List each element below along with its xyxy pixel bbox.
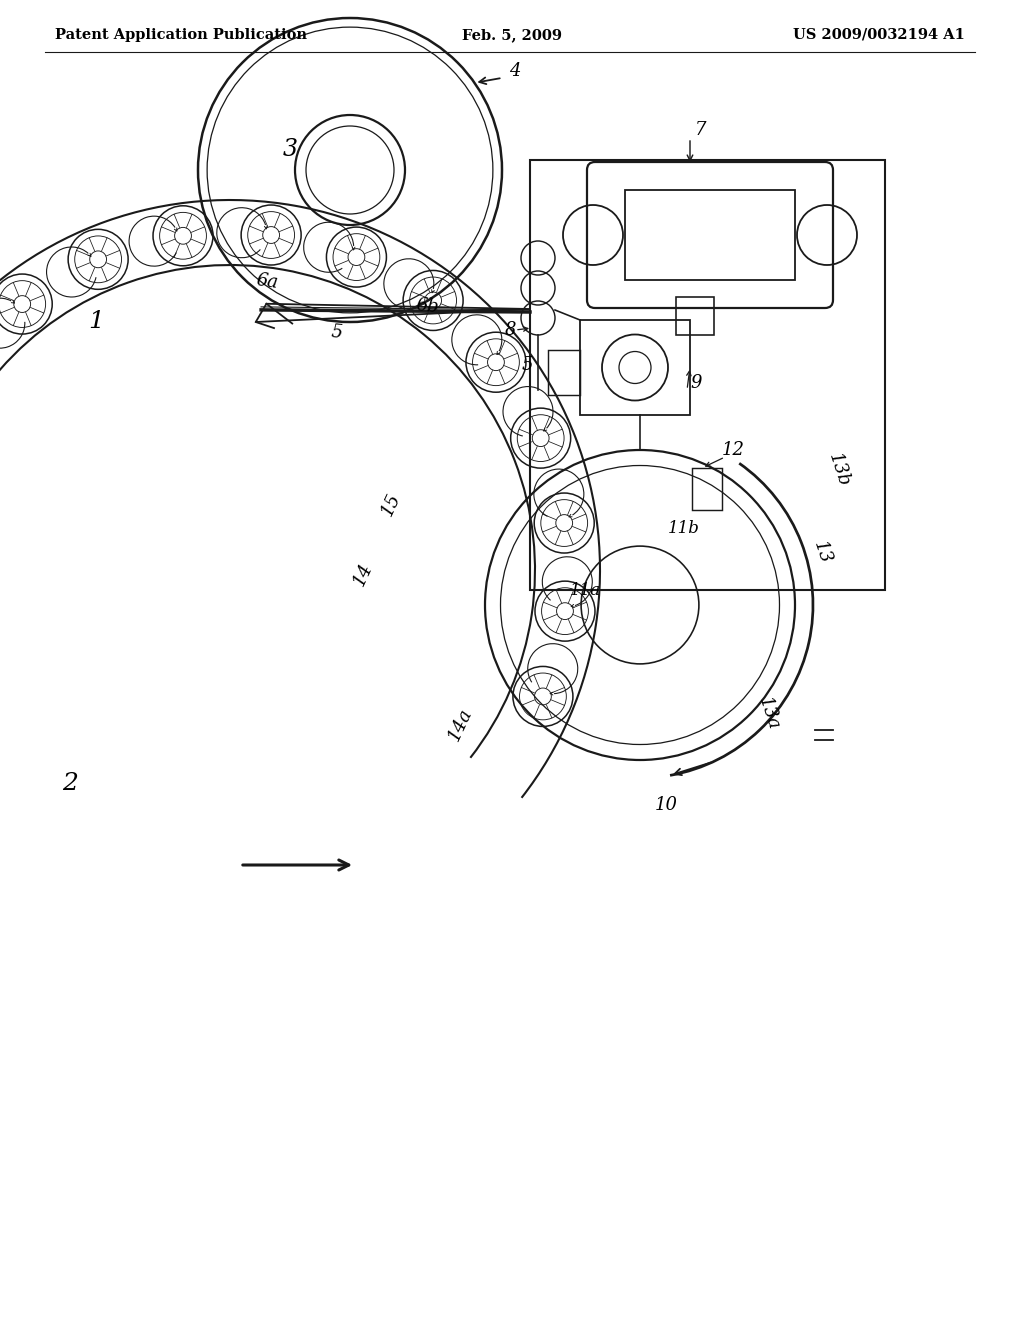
Bar (580, 319, 690, 414)
Text: 7: 7 (695, 121, 707, 139)
Text: 13: 13 (810, 539, 835, 566)
Text: 11b: 11b (668, 520, 699, 537)
Text: 3: 3 (283, 139, 298, 161)
Text: 15: 15 (378, 491, 404, 519)
Text: 11a: 11a (569, 582, 600, 599)
Text: 14: 14 (350, 561, 376, 589)
Text: 6b: 6b (415, 296, 439, 315)
Text: Patent Application Publication: Patent Application Publication (55, 28, 307, 42)
Text: 8: 8 (505, 321, 516, 339)
Text: 4: 4 (509, 62, 520, 79)
Bar (530, 160, 885, 590)
Bar (692, 469, 722, 510)
Text: 12: 12 (722, 441, 745, 459)
Text: 14a: 14a (445, 706, 475, 744)
Text: 13b: 13b (825, 450, 853, 488)
Text: 5: 5 (522, 356, 534, 374)
Text: 5: 5 (330, 323, 343, 342)
Text: 9: 9 (690, 374, 701, 392)
Text: 13a: 13a (755, 694, 782, 733)
Text: 6a: 6a (255, 271, 280, 292)
Bar (676, 297, 714, 335)
Bar (548, 350, 580, 395)
Text: 2: 2 (62, 772, 78, 795)
Text: Feb. 5, 2009: Feb. 5, 2009 (462, 28, 562, 42)
Text: 1: 1 (88, 310, 103, 333)
Text: US 2009/0032194 A1: US 2009/0032194 A1 (794, 28, 965, 42)
Bar (625, 190, 795, 280)
Text: 10: 10 (655, 796, 678, 814)
